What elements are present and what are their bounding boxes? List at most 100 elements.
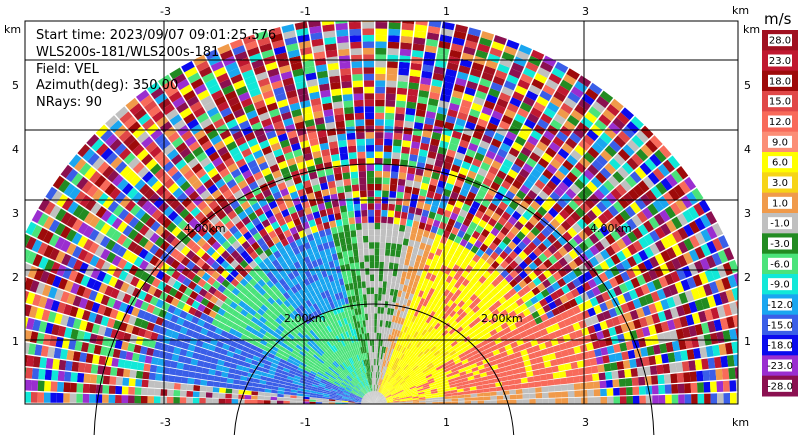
range-gate — [131, 307, 140, 317]
range-gate — [346, 359, 352, 366]
range-gate — [426, 32, 440, 41]
range-gate — [610, 98, 624, 112]
range-gate — [231, 358, 239, 365]
range-gate — [523, 275, 533, 285]
range-gate — [362, 380, 367, 387]
range-gate — [388, 341, 392, 348]
range-gate — [234, 174, 245, 184]
range-gate — [483, 65, 496, 76]
range-gate — [394, 210, 401, 219]
range-gate — [374, 203, 381, 210]
range-gate — [224, 157, 235, 168]
range-gate — [610, 254, 621, 265]
range-gate — [476, 360, 484, 367]
range-gate — [344, 185, 352, 193]
range-gate — [491, 110, 503, 121]
range-gate — [366, 164, 374, 171]
range-gate — [86, 277, 96, 289]
range-gate — [372, 352, 374, 359]
range-gate — [204, 291, 213, 301]
range-gate — [351, 67, 363, 75]
range-gate — [358, 288, 363, 295]
range-gate — [273, 45, 287, 55]
range-gate — [331, 153, 340, 162]
range-gate — [230, 340, 238, 348]
range-gate — [368, 401, 374, 404]
range-gate — [380, 387, 385, 393]
range-gate — [293, 346, 301, 353]
range-gate — [226, 306, 235, 315]
range-gate — [248, 348, 256, 355]
range-gate — [348, 365, 354, 372]
range-gate — [333, 370, 340, 376]
range-gate — [660, 298, 670, 310]
range-gate — [417, 334, 424, 342]
range-gate — [354, 369, 359, 376]
range-gate — [289, 102, 301, 112]
range-gate — [389, 369, 394, 376]
range-gate — [468, 236, 477, 245]
range-gate — [402, 284, 408, 292]
range-gate — [149, 314, 158, 324]
range-gate — [701, 322, 710, 334]
range-gate — [379, 395, 385, 400]
range-gate — [395, 107, 406, 115]
range-gate — [591, 142, 604, 154]
range-gate — [317, 339, 325, 347]
range-gate — [164, 328, 174, 338]
range-gate — [506, 318, 515, 327]
range-gate — [206, 350, 214, 357]
range-gate — [519, 303, 528, 312]
range-gate — [230, 168, 242, 179]
range-gate — [416, 102, 427, 111]
range-gate — [362, 398, 369, 402]
range-gate — [355, 397, 362, 400]
range-gate — [286, 235, 295, 244]
range-gate — [355, 369, 360, 376]
range-gate — [499, 164, 510, 175]
range-gate — [382, 287, 387, 295]
range-gate — [719, 291, 729, 305]
range-gate — [500, 351, 508, 358]
range-gate — [252, 355, 260, 362]
range-gate — [489, 316, 498, 325]
range-gate — [581, 351, 590, 360]
range-gate — [97, 325, 107, 336]
range-gate — [617, 148, 631, 162]
range-gate — [336, 186, 345, 194]
range-gate — [391, 315, 396, 323]
range-gate — [449, 364, 457, 370]
range-gate — [327, 134, 338, 143]
range-gate — [179, 326, 188, 335]
range-gate — [239, 225, 249, 236]
range-gate — [677, 227, 689, 240]
range-gate — [321, 328, 327, 336]
range-gate — [302, 179, 312, 189]
range-gate — [554, 61, 569, 74]
range-gate — [459, 105, 470, 115]
range-gate — [536, 141, 548, 152]
range-gate — [287, 205, 297, 215]
range-gate — [547, 379, 555, 386]
range-gate — [361, 380, 366, 387]
range-gate — [428, 184, 437, 193]
range-gate — [402, 384, 409, 389]
range-gate — [423, 369, 431, 375]
range-gate — [239, 278, 249, 287]
range-gate — [443, 209, 452, 218]
range-gate — [311, 386, 318, 390]
range-gate — [634, 166, 647, 180]
range-gate — [570, 86, 584, 98]
range-gate — [50, 300, 60, 312]
range-gate — [462, 278, 470, 287]
range-gate — [605, 318, 615, 328]
range-gate — [253, 324, 262, 332]
range-gate — [404, 278, 410, 286]
range-gate — [428, 231, 436, 240]
range-gate — [227, 292, 237, 301]
range-gate — [239, 259, 249, 269]
range-gate — [386, 375, 391, 382]
range-gate — [465, 369, 473, 374]
range-gate — [78, 262, 89, 274]
range-gate — [406, 368, 413, 374]
